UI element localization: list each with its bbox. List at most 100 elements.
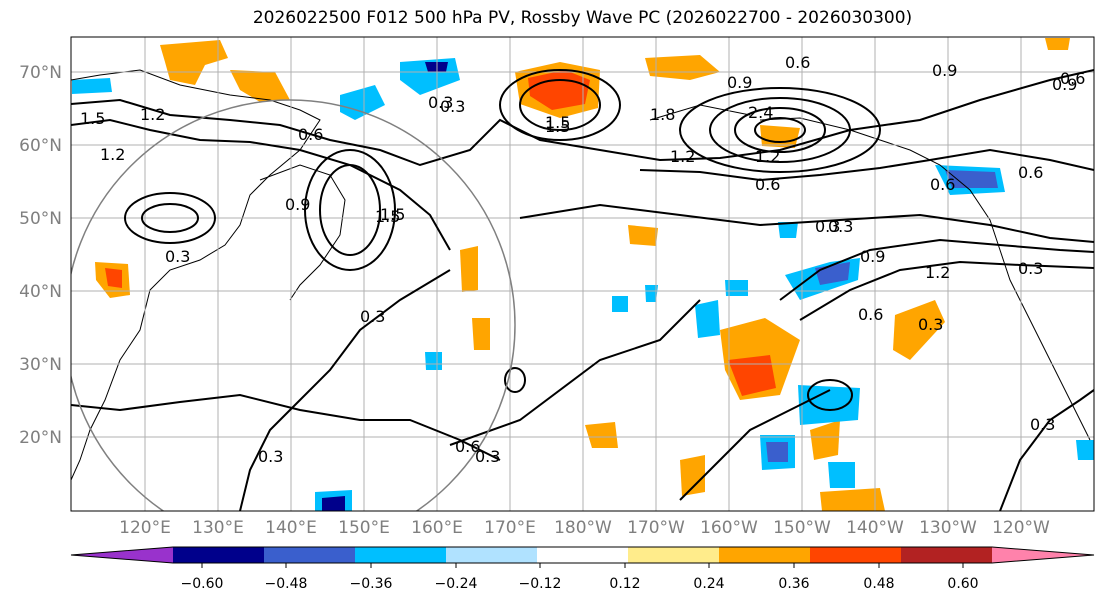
contour-label: 0.9: [860, 247, 885, 266]
contour-loop: [141, 203, 199, 233]
contour-label: 1.5: [545, 113, 570, 132]
colorbar-segment: [719, 547, 811, 563]
lat-label: 20°N: [19, 428, 62, 448]
lat-label: 70°N: [19, 63, 62, 83]
contour-label: 0.3: [1018, 259, 1043, 278]
lat-label: 50°N: [19, 209, 62, 229]
lat-label: 30°N: [19, 355, 62, 375]
colorbar-extend-max: [992, 547, 1094, 563]
contour-loop: [504, 367, 526, 393]
range-circle: [71, 99, 516, 511]
colorbar-tick-label: 0.24: [693, 576, 724, 592]
contour-label: 0.3: [440, 97, 465, 116]
colorbar-tick-label: 0.12: [609, 576, 640, 592]
contour-label: 1.2: [925, 263, 950, 282]
negative-anomaly-shading: [72, 58, 1094, 511]
lon-label: 160°W: [700, 518, 758, 538]
lon-label: 140°W: [846, 518, 904, 538]
anomaly-area: [72, 78, 112, 94]
colorbar-tick-label: −0.48: [265, 576, 308, 592]
anomaly-area: [160, 40, 228, 85]
colorbar-outline: [70, 546, 1095, 564]
contour-label: 0.3: [918, 315, 943, 334]
colorbar-tick-label: −0.24: [435, 576, 478, 592]
colorbar-segment: [901, 547, 993, 563]
colorbar-ticks: [201, 563, 964, 568]
anomaly-area: [340, 85, 385, 120]
anomaly-area: [612, 296, 628, 312]
contour-label-group: 0.6 0.9 0.9 0.9 0.3 0.6 1.5 1.2 1.2 2.4 …: [80, 53, 1085, 466]
anomaly-area: [828, 462, 855, 488]
anomaly-area: [820, 488, 885, 511]
contour-label: 1.2: [755, 147, 780, 166]
contour-loop: [319, 164, 381, 256]
colorbar-segment: [810, 547, 902, 563]
colorbar-tick-label: 0.60: [947, 576, 978, 592]
contour-label: 1.2: [670, 147, 695, 166]
contour-label: 0.6: [1018, 163, 1043, 182]
contour-label: 0.6: [1060, 69, 1085, 88]
lon-label: 120°W: [992, 518, 1050, 538]
contour-label: 0.3: [475, 447, 500, 466]
anomaly-area: [1045, 38, 1070, 50]
contour-line: [71, 393, 501, 461]
contour-label: 1.5: [545, 117, 570, 136]
anomaly-area: [810, 420, 840, 460]
contour-label: 1.2: [140, 105, 165, 124]
anomaly-area: [105, 268, 122, 288]
contour-label: 0.9: [932, 61, 957, 80]
anomaly-area: [230, 70, 290, 102]
contour-line: [71, 118, 451, 251]
anomaly-area: [460, 246, 478, 292]
longitude-labels: 120°E 130°E 140°E 150°E 160°E 170°E 180°…: [119, 518, 1050, 538]
chart-title: 2026022500 F012 500 hPa PV, Rossby Wave …: [252, 8, 913, 28]
anomaly-area: [628, 225, 658, 246]
contour-line: [519, 203, 1094, 243]
colorbar-segment: [355, 547, 447, 563]
anomaly-area: [585, 422, 618, 448]
contour-label: 0.6: [858, 305, 883, 324]
contour-loop: [709, 97, 851, 163]
positive-anomaly-shading: [95, 38, 1070, 511]
anomaly-area: [725, 280, 748, 296]
contour-label: 0.9: [1052, 75, 1077, 94]
contour-label: 0.3: [165, 247, 190, 266]
colorbar-segment: [628, 547, 720, 563]
contour-loop: [734, 107, 826, 153]
contour-line: [779, 238, 1094, 301]
contour-label: 1.5: [80, 109, 105, 128]
map-panel: 0.6 0.9 0.9 0.9 0.3 0.6 1.5 1.2 1.2 2.4 …: [70, 36, 1095, 512]
contour-loop: [499, 69, 621, 141]
anomaly-area: [472, 318, 490, 350]
colorbar-tick-label: −0.12: [519, 576, 562, 592]
lon-label: 170°E: [484, 518, 536, 538]
lat-label: 60°N: [19, 136, 62, 156]
lon-label: 140°E: [265, 518, 317, 538]
colorbar-segment: [264, 547, 356, 563]
anomaly-area: [945, 170, 998, 188]
contour-label: 0.6: [930, 175, 955, 194]
anomaly-area: [645, 285, 658, 302]
gridlines: [71, 37, 1094, 511]
coastline-asia: [71, 69, 321, 481]
colorbar-segment: [537, 547, 629, 563]
contour-label: 0.3: [1030, 415, 1055, 434]
contour-label: 0.3: [815, 217, 840, 236]
lon-label: 170°W: [627, 518, 685, 538]
anomaly-area: [322, 496, 345, 511]
anomaly-area: [766, 442, 788, 462]
contour-loop: [754, 117, 806, 143]
contour-loop: [124, 192, 216, 244]
lon-label: 180°W: [554, 518, 612, 538]
contour-line: [449, 299, 701, 446]
contour-line: [679, 389, 831, 501]
contour-label: 0.9: [285, 195, 310, 214]
anomaly-area: [425, 352, 442, 370]
contour-label: 1.5: [380, 205, 405, 224]
colorbar-extend-min: [71, 547, 173, 563]
lon-label: 160°E: [411, 518, 463, 538]
anomaly-area: [778, 222, 798, 238]
map-frame: [70, 36, 1095, 512]
contour-label: 1.8: [650, 105, 675, 124]
lon-label: 150°W: [773, 518, 831, 538]
